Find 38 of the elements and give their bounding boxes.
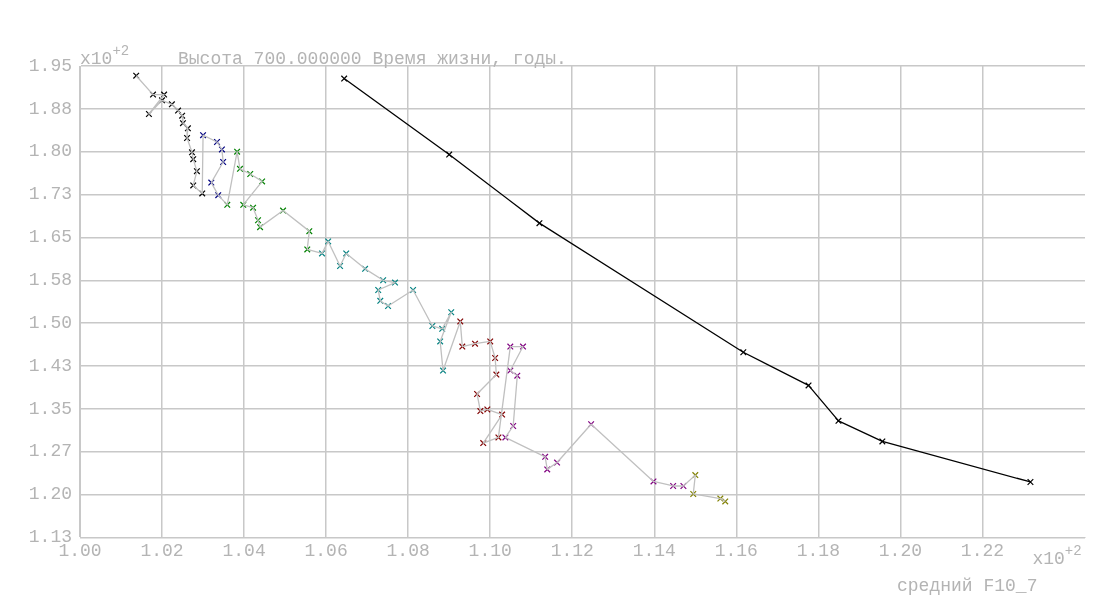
- x-tick-label: 1.14: [632, 540, 676, 561]
- y-tick-label: 1.27: [28, 441, 72, 462]
- point: [249, 204, 257, 212]
- point: [458, 343, 466, 350]
- y-tick-label: 1.95: [28, 55, 72, 76]
- y-tick-label: 1.88: [28, 98, 72, 119]
- y-tick-label: 1.35: [28, 398, 72, 419]
- x-axis-title: средний F10_7: [897, 576, 1038, 597]
- point: [506, 343, 514, 350]
- y-tick-label: 1.43: [28, 355, 72, 376]
- point: [439, 367, 447, 374]
- y-tick-label: 1.58: [28, 270, 72, 291]
- x-tick-label: 1.08: [386, 540, 430, 561]
- chart-title: Высота 700.000000 Время жизни, годы.: [178, 49, 567, 69]
- y-tick-label: 1.73: [28, 184, 72, 205]
- x-tick-label: 1.20: [878, 540, 923, 561]
- point: [340, 75, 348, 82]
- y-tick-label: 1.20: [28, 484, 72, 505]
- x-tick-label: 1.16: [714, 540, 758, 561]
- x-tick-label: 1.22: [960, 540, 1005, 561]
- x-tick-label: 1.18: [796, 540, 840, 561]
- x-tick-label: 1.02: [140, 540, 184, 561]
- x-tick-label: 1.06: [304, 540, 348, 561]
- point: [445, 151, 453, 158]
- point: [536, 219, 543, 227]
- point: [303, 245, 311, 253]
- y-tick-label: 1.50: [28, 312, 72, 333]
- point: [233, 148, 241, 156]
- y-tick-label: 1.65: [28, 227, 72, 248]
- point: [391, 279, 399, 286]
- point: [486, 337, 494, 345]
- point: [835, 417, 842, 425]
- x-tick-label: 1.10: [468, 540, 512, 561]
- point: [519, 343, 527, 350]
- y-tick-label: 1.80: [28, 141, 72, 162]
- x-tick-label: 1.04: [222, 540, 266, 561]
- point: [1027, 478, 1034, 486]
- x-tick-label: 1.12: [550, 540, 594, 561]
